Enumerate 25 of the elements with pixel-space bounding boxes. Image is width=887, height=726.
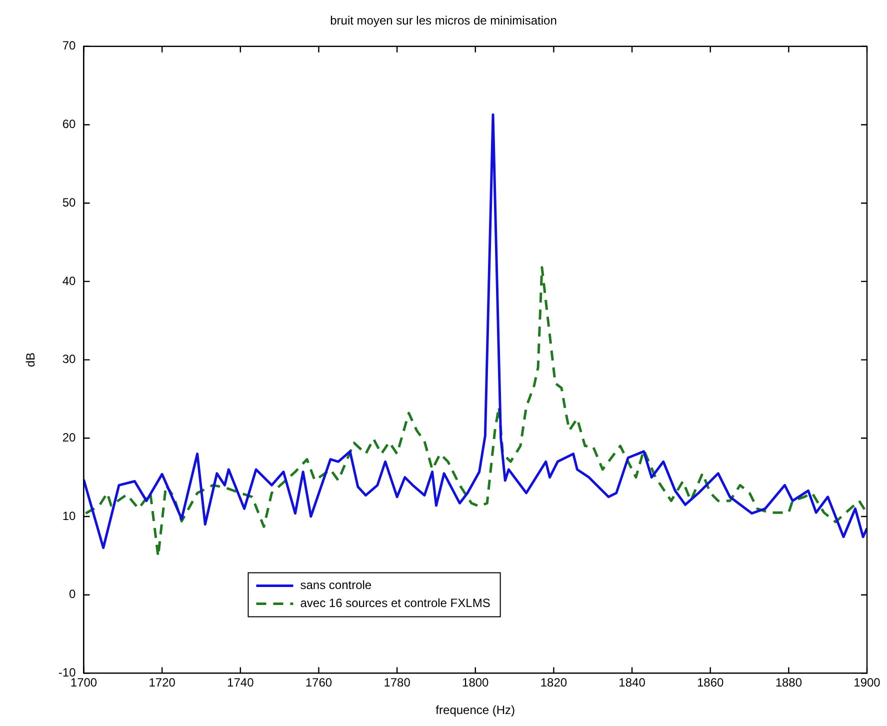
y-tick-label: 20 (62, 430, 76, 444)
chart-title: bruit moyen sur les micros de minimisation (330, 14, 557, 28)
x-tick-label: 1840 (618, 676, 646, 690)
x-tick-label: 1820 (540, 676, 568, 690)
x-tick-label: 1900 (854, 676, 881, 690)
x-tick-label: 1700 (70, 676, 98, 690)
x-tick-label: 1860 (696, 676, 724, 690)
x-tick-label: 1720 (148, 676, 176, 690)
line-series (84, 266, 867, 558)
x-tick-label: 1740 (227, 676, 254, 690)
y-tick-label: 30 (62, 352, 76, 366)
y-tick-label: 0 (69, 587, 76, 602)
legend-label: avec 16 sources et controle FXLMS (300, 596, 490, 610)
y-tick-label: 60 (62, 117, 76, 132)
x-axis-title: frequence (Hz) (436, 703, 516, 718)
y-axis-title: dB (24, 352, 38, 368)
legend-label: sans controle (300, 578, 372, 592)
x-tick-label: 1760 (305, 676, 332, 690)
y-tick-label: 50 (62, 195, 76, 210)
y-tick-label: 10 (62, 508, 76, 523)
y-tick-label: 40 (62, 274, 76, 288)
x-tick-label: 1780 (384, 676, 411, 690)
x-tick-label: 1880 (775, 676, 802, 690)
y-tick-label: 70 (62, 38, 76, 53)
x-tick-label: 1800 (462, 676, 490, 690)
